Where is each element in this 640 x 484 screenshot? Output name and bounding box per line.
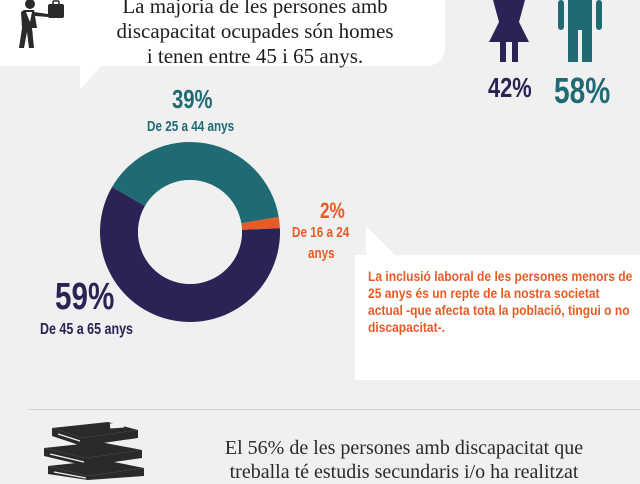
top-note-line-2: discapacitat ocupades són homes xyxy=(116,19,394,43)
bottom-note-line-2: treballa té estudis secundaris i/o ha re… xyxy=(229,461,579,483)
books-stack-icon xyxy=(44,422,144,480)
female-percentage: 42% xyxy=(488,72,532,103)
right-note: La inclusió laboral de les persones meno… xyxy=(368,268,633,335)
slice-2-range-line-1: De 16 a 24 xyxy=(292,224,350,241)
donut-hole xyxy=(138,180,242,284)
donut-slice-59 xyxy=(100,187,280,322)
bottom-note: El 56% de les persones amb discapacitat … xyxy=(168,436,640,484)
slice-2-range-line-2: anys xyxy=(308,245,335,262)
slice-2-percentage: 2% xyxy=(320,198,345,223)
top-speech-bubble xyxy=(0,0,445,66)
top-note-line-1: La majoria de les persones amb xyxy=(122,0,388,18)
slice-59-percentage: 59% xyxy=(55,276,115,318)
right-speech-bubble-tail xyxy=(366,226,396,256)
male-percentage: 58% xyxy=(554,70,611,111)
female-icon xyxy=(489,0,529,62)
donut-slice-2 xyxy=(241,216,280,230)
male-icon xyxy=(558,0,602,62)
age-donut-chart xyxy=(100,142,280,322)
top-note-line-3: i tenen entre 45 i 65 anys. xyxy=(146,44,364,68)
donut-slice-39 xyxy=(112,142,279,224)
right-speech-bubble xyxy=(355,255,640,380)
top-note: La majoria de les persones amb discapaci… xyxy=(70,0,440,69)
slice-39-range: De 25 a 44 anys xyxy=(147,118,235,135)
section-divider xyxy=(28,409,640,410)
slice-39-percentage: 39% xyxy=(172,84,213,114)
top-speech-bubble-tail xyxy=(80,58,108,90)
businessman-walking-icon xyxy=(19,0,64,48)
slice-59-range: De 45 a 65 anys xyxy=(40,321,133,338)
bottom-note-line-1: El 56% de les persones amb discapacitat … xyxy=(224,437,584,459)
